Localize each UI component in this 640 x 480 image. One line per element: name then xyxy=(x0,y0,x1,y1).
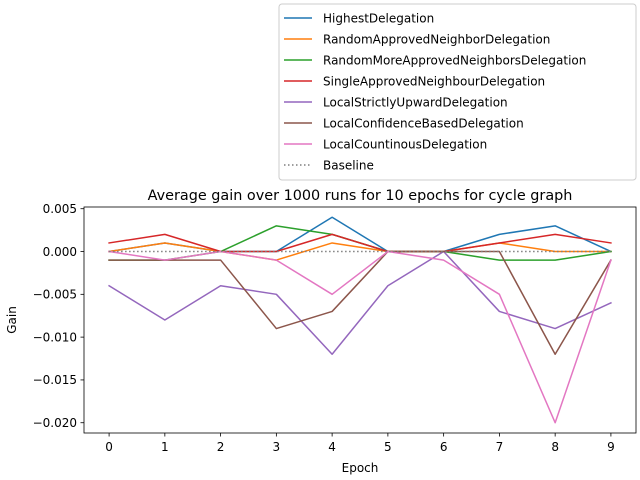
y-tick-label: −0.015 xyxy=(33,373,77,387)
x-tick-label: 0 xyxy=(105,440,113,454)
y-tick-label: −0.020 xyxy=(33,416,77,430)
x-tick-label: 1 xyxy=(161,440,169,454)
series-line-5 xyxy=(108,250,612,355)
x-tick-label: 7 xyxy=(496,440,504,454)
x-tick-label: 2 xyxy=(217,440,225,454)
series-line-6 xyxy=(108,250,612,424)
plot-area-frame xyxy=(83,206,637,434)
legend: HighestDelegation RandomApprovedNeighborD… xyxy=(278,3,637,181)
y-tick-label: 0.005 xyxy=(43,202,77,216)
x-tick-label: 4 xyxy=(328,440,336,454)
legend-label: RandomMoreApprovedNeighborsDelegation xyxy=(323,53,586,67)
y-tick-label: 0.000 xyxy=(43,245,77,259)
y-tick-label: −0.010 xyxy=(33,330,77,344)
ticks-layer: 0 1 2 3 4 5 6 7 8 9 0.005 0.000 −0.005 −0.010 −0.015 −0… xyxy=(33,202,615,454)
y-tick-label: −0.005 xyxy=(33,288,77,302)
x-tick-label: 6 xyxy=(440,440,448,454)
x-tick-label: 3 xyxy=(273,440,281,454)
legend-label: HighestDelegation xyxy=(323,11,434,25)
legend-label: Baseline xyxy=(323,158,374,172)
legend-box xyxy=(278,3,637,181)
y-axis-label: Gain xyxy=(5,306,19,334)
series-line-3 xyxy=(108,233,612,253)
chart-title: Average gain over 1000 runs for 10 epoch… xyxy=(148,188,573,204)
legend-label: LocalStrictlyUpwardDelegation xyxy=(323,95,508,109)
legend-label: LocalConfidenceBasedDelegation xyxy=(323,116,524,130)
legend-label: LocalCountinousDelegation xyxy=(323,137,487,151)
legend-label: RandomApprovedNeighborDelegation xyxy=(323,32,550,46)
x-tick-label: 9 xyxy=(607,440,615,454)
series-line-1 xyxy=(108,242,612,261)
series-layer xyxy=(108,216,612,424)
x-tick-label: 5 xyxy=(384,440,392,454)
legend-label: SingleApprovedNeighbourDelegation xyxy=(323,74,545,88)
x-tick-label: 8 xyxy=(551,440,559,454)
x-axis-label: Epoch xyxy=(342,461,379,475)
series-line-4 xyxy=(108,250,612,355)
